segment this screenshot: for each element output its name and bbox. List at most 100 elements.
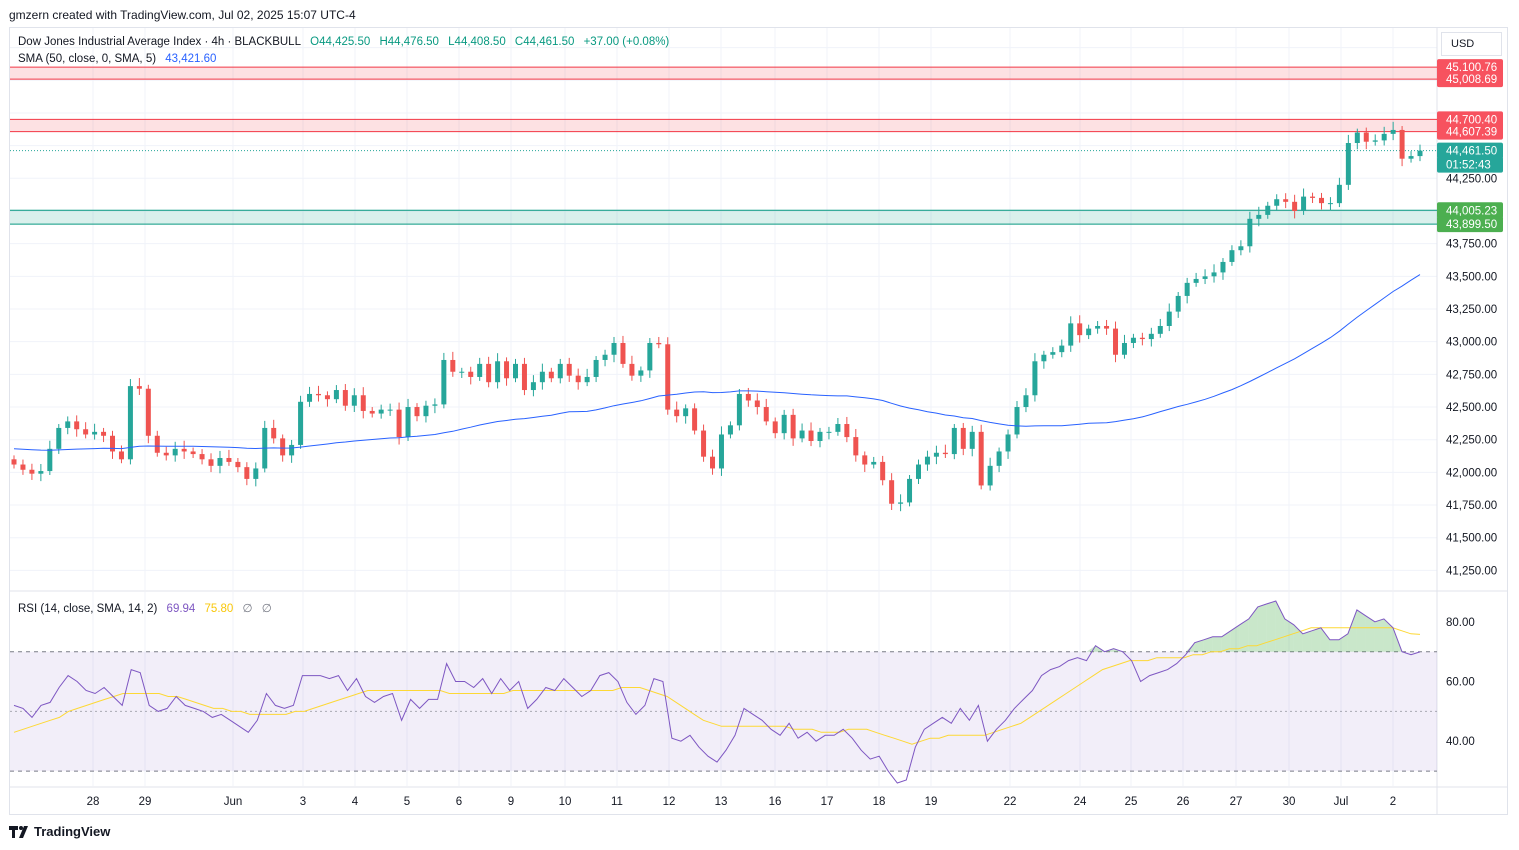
candle-body bbox=[656, 342, 662, 345]
price-tag-label: 45,008.69 bbox=[1446, 74, 1497, 86]
time-tick-label: Jul bbox=[1334, 796, 1349, 808]
candle-body bbox=[1113, 328, 1119, 355]
price-tag-label: 45,100.76 bbox=[1446, 62, 1497, 74]
price-tag-label: 43,899.50 bbox=[1446, 219, 1497, 231]
candle-body bbox=[1283, 199, 1289, 202]
rsi-overbought-fill bbox=[1347, 609, 1357, 652]
rsi-band bbox=[10, 651, 1437, 772]
price-tick-label: 43,250.00 bbox=[1446, 304, 1497, 316]
time-tick-label: 25 bbox=[1125, 796, 1138, 808]
rsi-overbought-fill bbox=[1311, 627, 1321, 652]
symbol-title: Dow Jones Industrial Average Index · 4h … bbox=[18, 36, 301, 48]
candle-body bbox=[1390, 129, 1396, 134]
rsi-line bbox=[13, 600, 1421, 784]
resistance-zone bbox=[10, 119, 1437, 132]
symbol-legend[interactable]: Dow Jones Industrial Average Index · 4h … bbox=[18, 36, 675, 48]
candle-body bbox=[718, 434, 724, 469]
candle-body bbox=[495, 361, 501, 383]
candle-body bbox=[280, 438, 286, 456]
candle-body bbox=[1059, 345, 1065, 353]
candle-body bbox=[145, 388, 151, 436]
rsi-overbought-fill bbox=[1320, 627, 1330, 652]
time-tick-label: 29 bbox=[139, 796, 152, 808]
ohlc-close: C44,461.50 bbox=[514, 36, 575, 48]
rsi-extra-2: ∅ bbox=[261, 603, 272, 615]
rsi-legend[interactable]: RSI (14, close, SMA, 14, 2) 69.94 75.80 … bbox=[18, 601, 278, 615]
candle-body bbox=[1211, 272, 1217, 277]
price-tag-label: 44,700.40 bbox=[1446, 114, 1497, 126]
candle-body bbox=[1050, 352, 1056, 355]
candle-body bbox=[441, 359, 447, 405]
time-tick-label: 5 bbox=[404, 796, 410, 808]
rsi-label: RSI (14, close, SMA, 14, 2) bbox=[18, 603, 158, 615]
time-tick-label: 24 bbox=[1074, 796, 1087, 808]
ohlc-open: O44,425.50 bbox=[310, 36, 371, 48]
candle-body bbox=[396, 409, 402, 438]
sma-line bbox=[13, 274, 1421, 451]
price-tick-label: 42,000.00 bbox=[1446, 467, 1497, 479]
sma-legend[interactable]: SMA (50, close, 0, SMA, 5) 43,421.60 bbox=[18, 53, 222, 65]
candle-body bbox=[56, 427, 62, 449]
tradingview-footer[interactable]: TradingView bbox=[9, 824, 110, 839]
candle-body bbox=[557, 363, 563, 379]
time-tick-label: 27 bbox=[1230, 796, 1243, 808]
candle-body bbox=[862, 455, 868, 465]
ohlc-high: H44,476.50 bbox=[379, 36, 439, 48]
price-tag-res bbox=[1437, 123, 1503, 140]
candle-body bbox=[745, 393, 751, 401]
candle-body bbox=[1077, 323, 1083, 336]
price-tick-label: 43,500.00 bbox=[1446, 271, 1497, 283]
time-tick-label: 2 bbox=[1390, 796, 1396, 808]
candle-body bbox=[521, 363, 527, 391]
currency-selector[interactable]: USD bbox=[1441, 32, 1502, 56]
credit-line: gmzern created with TradingView.com, Jul… bbox=[9, 8, 356, 22]
candle-body bbox=[548, 371, 554, 379]
candle-body bbox=[1095, 325, 1101, 329]
candle-body bbox=[1121, 342, 1127, 355]
price-tick-label: 42,250.00 bbox=[1446, 435, 1497, 447]
candle-body bbox=[907, 478, 913, 503]
sma-label: SMA (50, close, 0, SMA, 5) bbox=[18, 53, 157, 65]
candle-body bbox=[47, 448, 53, 472]
candle-body bbox=[1399, 129, 1405, 159]
rsi-overbought-fill bbox=[1329, 639, 1339, 652]
candle-body bbox=[298, 401, 304, 445]
candle-body bbox=[1041, 354, 1047, 362]
time-tick-label: 3 bbox=[300, 796, 306, 808]
price-tick-label: 41,750.00 bbox=[1446, 500, 1497, 512]
candle-body bbox=[333, 390, 339, 400]
candle-body bbox=[83, 429, 89, 435]
candle-body bbox=[987, 465, 993, 486]
price-tick-label: 43,000.00 bbox=[1446, 337, 1497, 349]
candle-body bbox=[324, 395, 330, 400]
time-tick-label: 19 bbox=[925, 796, 938, 808]
candle-body bbox=[1175, 295, 1181, 312]
candle-body bbox=[217, 457, 223, 466]
time-tick-label: 11 bbox=[611, 796, 623, 808]
rsi-overbought-fill bbox=[1383, 618, 1393, 652]
candle-body bbox=[513, 363, 519, 379]
price-tick-label: 42,750.00 bbox=[1446, 369, 1497, 381]
candle-body bbox=[1104, 325, 1110, 329]
candle-body bbox=[978, 431, 984, 486]
candle-body bbox=[432, 404, 438, 406]
rsi-overbought-fill bbox=[1194, 639, 1204, 652]
rsi-tick-label: 60.00 bbox=[1446, 677, 1475, 689]
candle-body bbox=[110, 435, 116, 452]
price-tick-label: 41,250.00 bbox=[1446, 565, 1497, 577]
candle-body bbox=[647, 342, 653, 371]
candle-body bbox=[154, 435, 160, 453]
candle-body bbox=[835, 424, 841, 432]
candle-body bbox=[1310, 196, 1316, 198]
candle-body bbox=[763, 407, 769, 422]
price-tick-label: 43,750.00 bbox=[1446, 239, 1497, 251]
rsi-overbought-fill bbox=[1257, 603, 1267, 652]
rsi-overbought-fill bbox=[1374, 618, 1384, 652]
candle-body bbox=[683, 408, 689, 417]
candle-body bbox=[924, 456, 930, 465]
rsi-overbought-fill bbox=[1248, 606, 1258, 652]
time-tick-label: 9 bbox=[508, 796, 514, 808]
candle-body bbox=[772, 421, 778, 434]
candle-body bbox=[566, 363, 572, 376]
